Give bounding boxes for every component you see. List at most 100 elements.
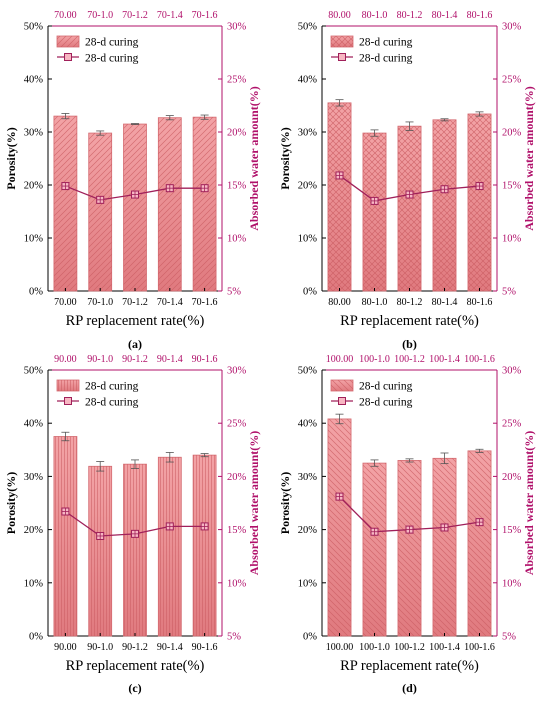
top-category-label: 100.00 (326, 354, 354, 365)
bar-hatch (362, 463, 387, 636)
bar-hatch (158, 117, 182, 291)
x-axis-title: RP replacement rate(%) (66, 313, 205, 329)
y-tick-label: 40% (24, 75, 44, 86)
chart-panel: 0% 10% 20% 30% 40% 50% 5% 10% 15% 20% 25% 30% 90.00 9… (4, 354, 261, 695)
y-axis-title: Porosity(%) (4, 472, 18, 534)
chart-panel: 0% 10% 20% 30% 40% 50% 5% 10% 15% 20% 25% 30% 80.00 8… (278, 10, 536, 351)
x-axis-title: RP replacement rate(%) (340, 658, 479, 674)
x-tick-label: 90-1.0 (87, 642, 113, 653)
legend-line-marker (338, 397, 346, 405)
legend-label-bars: 28-d curing (359, 381, 413, 393)
y-tick-label: 40% (298, 419, 318, 430)
bar-hatch (397, 460, 422, 636)
y-tick-label: 40% (24, 419, 44, 430)
y-tick-label: 50% (24, 22, 44, 33)
y2-tick-label: 20% (502, 472, 522, 483)
top-category-label: 80-1.4 (432, 10, 458, 21)
x-tick-label: 80-1.4 (432, 297, 458, 308)
legend-line-marker (338, 53, 346, 61)
y-tick-label: 20% (24, 525, 44, 536)
top-category-label: 100-1.6 (464, 354, 495, 365)
y2-tick-label: 20% (227, 472, 247, 483)
x-tick-label: 100-1.4 (429, 642, 460, 653)
bar-hatch (432, 458, 457, 636)
y2-tick-label: 15% (227, 525, 247, 536)
y-tick-label: 0% (29, 287, 43, 298)
x-tick-label: 100-1.0 (359, 642, 390, 653)
bar-hatch (123, 124, 147, 291)
legend-label-bars: 28-d curing (359, 37, 413, 49)
legend-label-line: 28-d curing (359, 397, 413, 409)
top-category-label: 90-1.4 (157, 354, 183, 365)
x-tick-label: 70-1.4 (157, 297, 183, 308)
chart-panel: 0% 10% 20% 30% 40% 50% 5% 10% 15% 20% 25% 30% 70.00 7… (4, 10, 261, 351)
legend-bar-hatch (57, 380, 79, 391)
y2-tick-label: 20% (502, 128, 522, 139)
y2-axis-title: Absorbed water amount(%) (522, 431, 536, 575)
y2-tick-label: 25% (502, 75, 522, 86)
bar-hatch (193, 117, 217, 291)
y2-tick-label: 5% (502, 287, 516, 298)
y-tick-label: 50% (298, 22, 318, 33)
bar-hatch (88, 466, 112, 636)
bar-hatch (397, 126, 422, 291)
y-tick-label: 30% (24, 472, 44, 483)
top-category-label: 80.00 (328, 10, 351, 21)
y2-tick-label: 15% (502, 181, 522, 192)
top-category-label: 70-1.2 (122, 10, 148, 21)
bar-hatch (158, 457, 182, 636)
legend-line-marker (64, 397, 72, 405)
legend-label-line: 28-d curing (359, 53, 413, 65)
y2-tick-label: 10% (227, 578, 247, 589)
y2-tick-label: 25% (227, 75, 247, 86)
x-tick-label: 70-1.6 (192, 297, 218, 308)
y2-axis-title: Absorbed water amount(%) (247, 86, 261, 230)
legend-line-marker (64, 53, 72, 61)
legend-label-line: 28-d curing (85, 397, 139, 409)
y-tick-label: 0% (303, 632, 317, 643)
y-tick-label: 50% (298, 366, 318, 377)
x-tick-label: 90-1.2 (122, 642, 148, 653)
y2-axis-title: Absorbed water amount(%) (247, 431, 261, 575)
x-tick-label: 100-1.2 (394, 642, 425, 653)
bar-hatch (467, 450, 492, 636)
x-tick-label: 70-1.0 (87, 297, 113, 308)
panel-label: (d) (402, 681, 417, 695)
y-tick-label: 20% (298, 525, 318, 536)
x-tick-label: 80-1.2 (397, 297, 423, 308)
y-tick-label: 50% (24, 366, 44, 377)
y2-tick-label: 15% (502, 525, 522, 536)
top-category-label: 70-1.6 (192, 10, 218, 21)
top-category-label: 100-1.2 (394, 354, 425, 365)
bar-hatch (327, 418, 352, 636)
legend-bar-hatch (331, 380, 353, 391)
top-category-label: 70-1.0 (87, 10, 113, 21)
y-tick-label: 20% (298, 181, 318, 192)
y-tick-label: 10% (298, 234, 318, 245)
top-category-label: 80-1.2 (397, 10, 423, 21)
x-tick-label: 90.00 (54, 642, 77, 653)
x-tick-label: 80.00 (328, 297, 351, 308)
y2-tick-label: 5% (502, 632, 516, 643)
y2-tick-label: 15% (227, 181, 247, 192)
y-axis-title: Porosity(%) (278, 472, 292, 534)
y-tick-label: 30% (298, 128, 318, 139)
y2-tick-label: 5% (227, 632, 241, 643)
y2-tick-label: 10% (227, 234, 247, 245)
y2-axis-title: Absorbed water amount(%) (522, 86, 536, 230)
top-category-label: 90-1.6 (192, 354, 218, 365)
top-category-label: 100-1.4 (429, 354, 460, 365)
y-tick-label: 10% (24, 578, 44, 589)
x-axis-title: RP replacement rate(%) (66, 658, 205, 674)
x-tick-label: 80-1.6 (467, 297, 493, 308)
y-tick-label: 20% (24, 181, 44, 192)
y-tick-label: 10% (24, 234, 44, 245)
top-category-label: 70-1.4 (157, 10, 183, 21)
bar-hatch (432, 119, 457, 291)
y2-tick-label: 30% (227, 22, 247, 33)
legend-label-bars: 28-d curing (85, 381, 139, 393)
y2-tick-label: 20% (227, 128, 247, 139)
y2-tick-label: 10% (502, 234, 522, 245)
x-tick-label: 90-1.6 (192, 642, 218, 653)
